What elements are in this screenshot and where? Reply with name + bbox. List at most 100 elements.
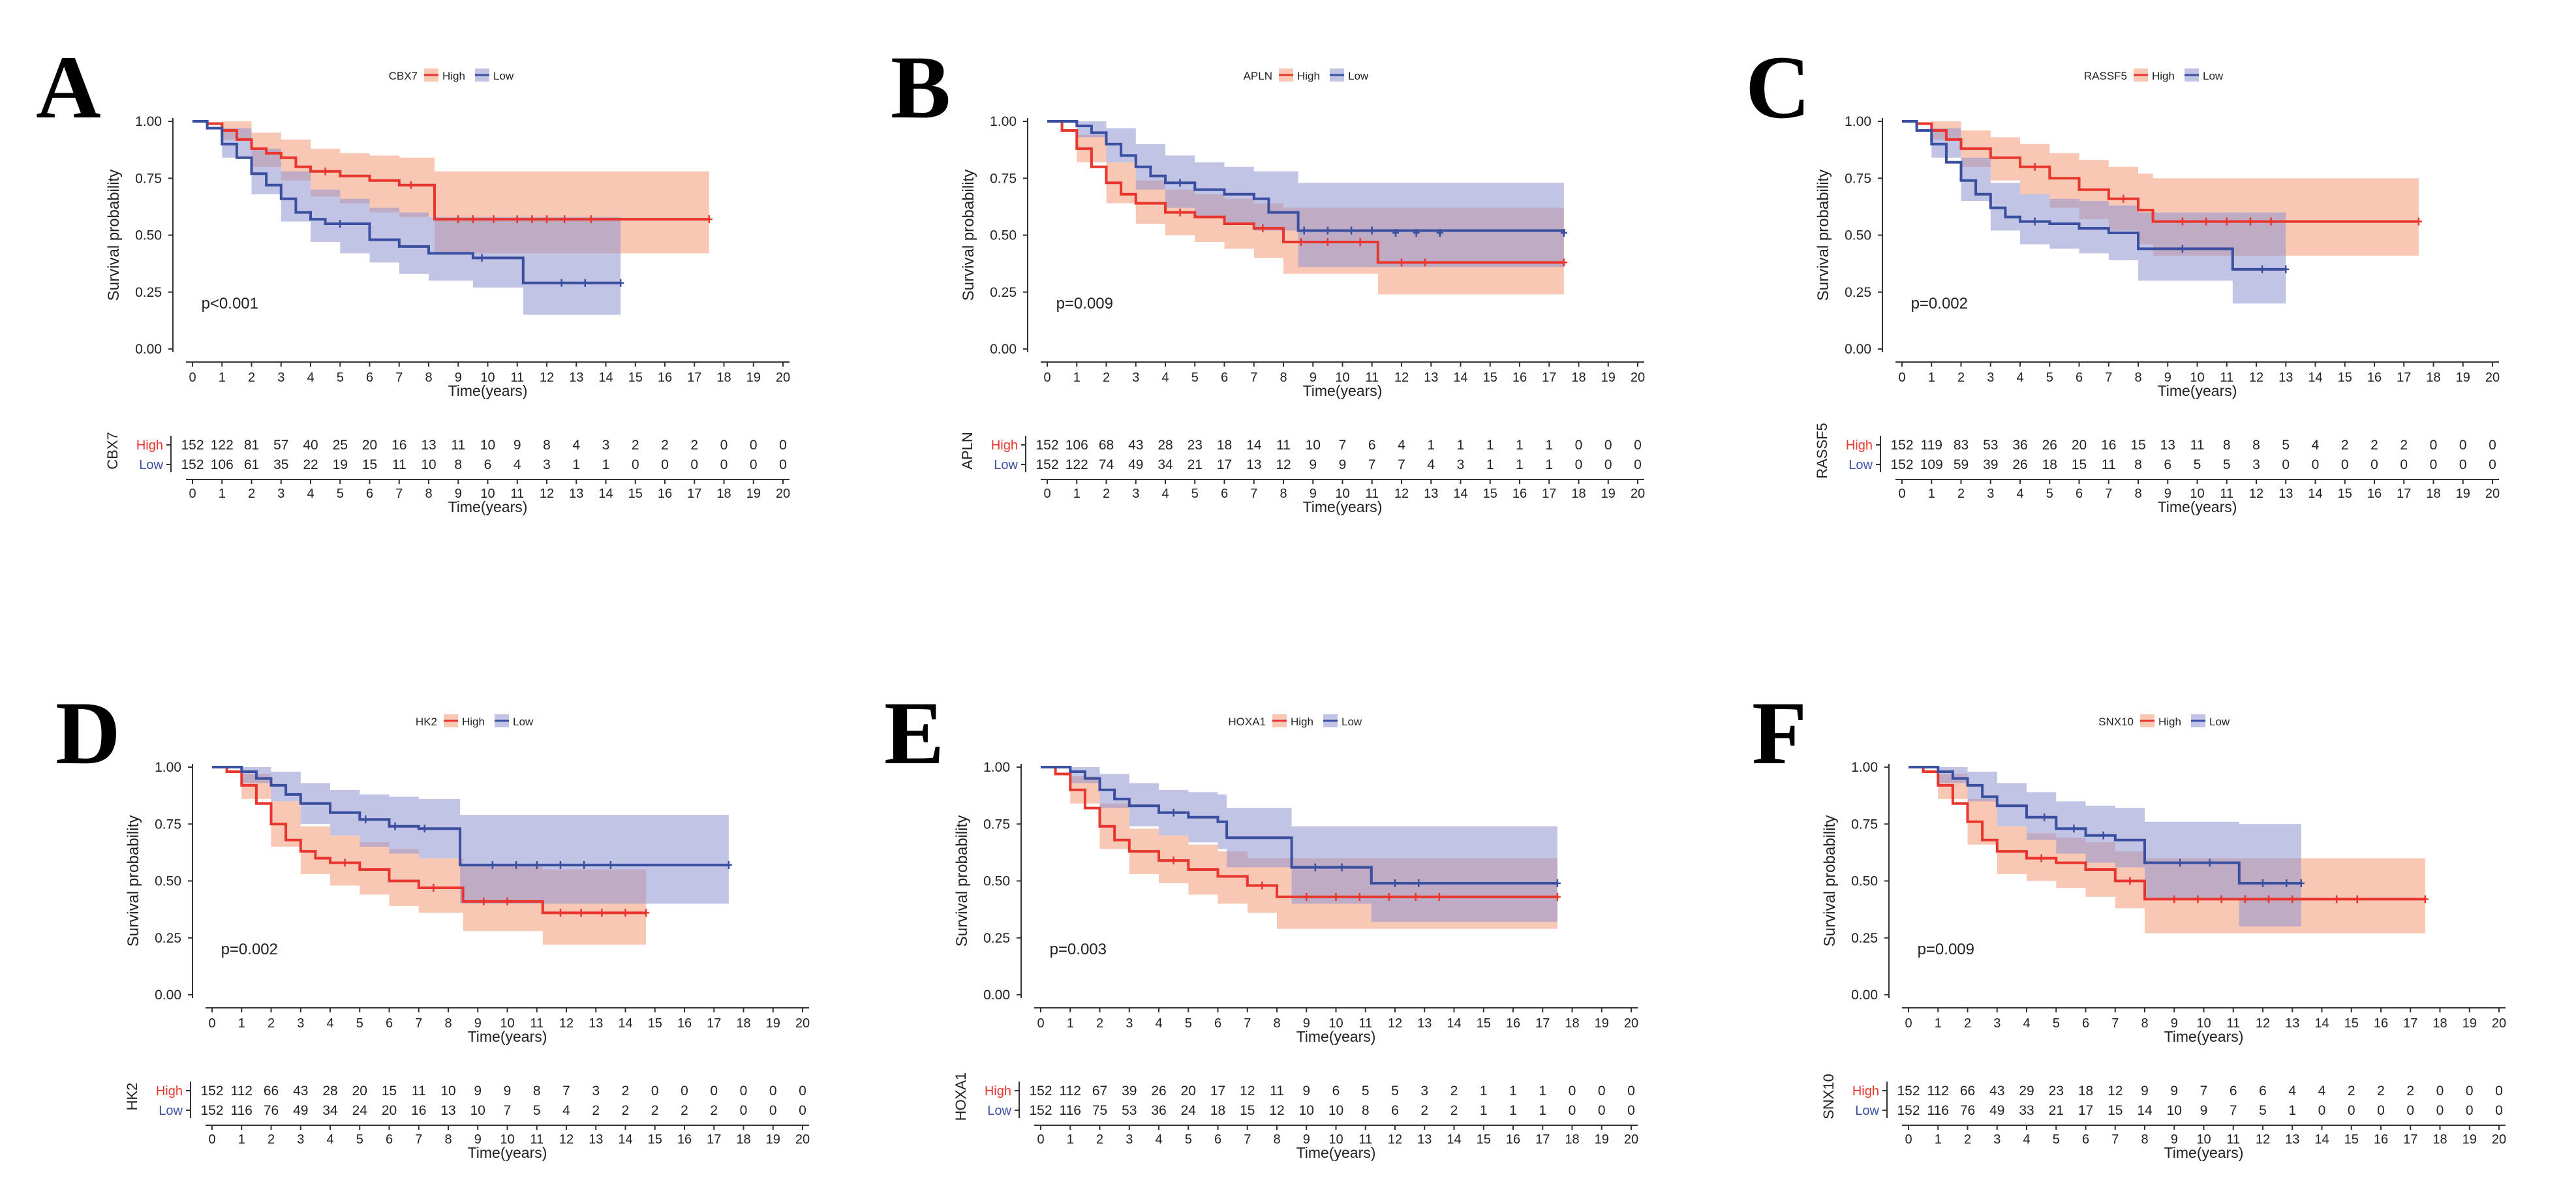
- risk-count-high: 3: [1420, 1084, 1428, 1099]
- p-value: p=0.002: [221, 941, 278, 958]
- risk-table-gene: HK2: [124, 1083, 140, 1111]
- risk-count-high: 3: [592, 1084, 600, 1099]
- risk-table-x-tick-label: 6: [1221, 487, 1228, 501]
- x-tick-label: 8: [2134, 371, 2141, 385]
- km-panel-c: C RASSF5 High Low 0.00 0.25 0.50 0.75 1.00 Surviv…: [1745, 37, 2500, 515]
- survival-curve-high: [1909, 766, 2425, 901]
- x-tick-label: 11: [530, 1016, 544, 1031]
- risk-count-low: 0: [1575, 457, 1583, 472]
- risk-count-low: 9: [2200, 1103, 2208, 1118]
- risk-count-high: 152: [181, 438, 204, 453]
- legend-title: SNX10: [2098, 716, 2134, 728]
- x-tick-label: 14: [1447, 1016, 1461, 1031]
- risk-count-high: 1: [1516, 438, 1524, 453]
- x-tick-label: 8: [1280, 371, 1287, 385]
- risk-table-x-tick-label: 5: [337, 487, 344, 501]
- risk-count-low: 7: [1398, 457, 1405, 472]
- risk-count-low: 0: [779, 457, 787, 472]
- risk-table-x-tick-label: 19: [1595, 1132, 1609, 1147]
- risk-count-high: 152: [200, 1084, 223, 1099]
- risk-count-high: 20: [352, 1084, 367, 1099]
- risk-count-low: 1: [1480, 1103, 1488, 1118]
- risk-table-x-tick-label: 7: [1244, 1132, 1251, 1147]
- risk-table-x-tick-label: 14: [1453, 487, 1467, 501]
- risk-count-low: 0: [2400, 457, 2408, 472]
- risk-count-low: 18: [2042, 457, 2057, 472]
- risk-count-low: 8: [2134, 457, 2142, 472]
- risk-table-x-tick-label: 15: [2344, 1132, 2359, 1147]
- risk-count-high: 2: [2400, 438, 2408, 453]
- risk-count-low: 61: [244, 457, 259, 472]
- risk-count-low: 16: [411, 1103, 426, 1118]
- risk-count-high: 4: [2288, 1084, 2296, 1099]
- risk-count-low: 2: [592, 1103, 600, 1118]
- risk-count-high: 10: [440, 1084, 455, 1099]
- risk-count-low: 0: [799, 1103, 806, 1118]
- risk-count-low: 10: [1328, 1103, 1343, 1118]
- risk-count-low: 3: [1457, 457, 1465, 472]
- risk-count-high: 66: [264, 1084, 279, 1099]
- risk-count-low: 11: [2102, 457, 2116, 472]
- x-tick-label: 1: [1073, 371, 1081, 385]
- risk-count-low: 0: [1604, 457, 1612, 472]
- x-tick-label: 16: [2367, 371, 2382, 385]
- risk-count-high: 2: [661, 438, 669, 453]
- x-tick-label: 14: [618, 1016, 632, 1031]
- y-tick-label: 0.00: [135, 342, 162, 357]
- risk-count-low: 0: [750, 457, 758, 472]
- risk-table-x-tick-label: 12: [559, 1132, 574, 1147]
- x-tick-label: 19: [1595, 1016, 1609, 1031]
- risk-count-low: 7: [1368, 457, 1376, 472]
- risk-table-x-tick-label: 7: [1250, 487, 1257, 501]
- km-panel-f: F SNX10 High Low 0.00 0.25 0.50 0.75 1.00 Surviva…: [1752, 683, 2506, 1161]
- x-tick-label: 1: [238, 1016, 245, 1031]
- x-tick-label: 15: [648, 1016, 662, 1031]
- risk-table-x-tick-label: 9: [455, 487, 462, 501]
- y-tick-label: 1.00: [1851, 760, 1878, 775]
- risk-count-high: 0: [2466, 1084, 2474, 1099]
- risk-table-x-tick-label: 8: [1280, 487, 1287, 501]
- x-tick-label: 2: [1103, 371, 1110, 385]
- risk-count-low: 0: [690, 457, 698, 472]
- x-tick-label: 0: [208, 1016, 215, 1031]
- risk-count-low: 7: [2230, 1103, 2237, 1118]
- x-tick-label: 18: [716, 371, 731, 385]
- x-tick-label: 18: [1571, 371, 1586, 385]
- risk-table-gene: APLN: [959, 432, 975, 469]
- risk-table-x-tick-label: 11: [2226, 1132, 2240, 1147]
- p-value: p=0.003: [1050, 941, 1107, 958]
- survival-curve-low: [1909, 766, 2301, 885]
- risk-count-high: 10: [1306, 438, 1321, 453]
- x-tick-label: 7: [415, 1016, 422, 1031]
- risk-count-high: 67: [1092, 1084, 1107, 1099]
- risk-count-high: 0: [799, 1084, 806, 1099]
- risk-table-x-tick-label: 17: [707, 1132, 721, 1147]
- risk-count-high: 7: [2200, 1084, 2208, 1099]
- risk-table-x-tick-label: 15: [1477, 1132, 1491, 1147]
- risk-count-high: 8: [543, 438, 551, 453]
- risk-table-x-tick-label: 8: [1273, 1132, 1280, 1147]
- risk-table-x-tick-label: 17: [1535, 1132, 1550, 1147]
- risk-count-high: 0: [1604, 438, 1612, 453]
- legend-title: HK2: [416, 716, 437, 728]
- risk-count-high: 0: [2430, 438, 2438, 453]
- x-axis-label: Time(years): [468, 1028, 547, 1045]
- x-tick-label: 19: [746, 371, 761, 385]
- x-axis-label: Time(years): [448, 382, 528, 399]
- x-tick-label: 18: [736, 1016, 750, 1031]
- y-tick-label: 0.75: [983, 817, 1010, 832]
- risk-table-x-label: Time(years): [448, 498, 528, 515]
- x-tick-label: 20: [1631, 371, 1645, 385]
- risk-count-low: 4: [514, 457, 521, 472]
- risk-count-low: 2: [622, 1103, 630, 1118]
- x-axis-label: Time(years): [2164, 1028, 2244, 1045]
- risk-count-low: 0: [1569, 1103, 1576, 1118]
- risk-count-high: 8: [2223, 438, 2231, 453]
- y-tick-label: 0.25: [155, 931, 181, 946]
- y-tick-label: 0.25: [983, 931, 1010, 946]
- risk-table-x-tick-label: 5: [1185, 1132, 1192, 1147]
- risk-count-high: 13: [2160, 438, 2175, 453]
- risk-count-high: 152: [1890, 438, 1913, 453]
- x-tick-label: 20: [1624, 1016, 1638, 1031]
- risk-count-low: 74: [1099, 457, 1114, 472]
